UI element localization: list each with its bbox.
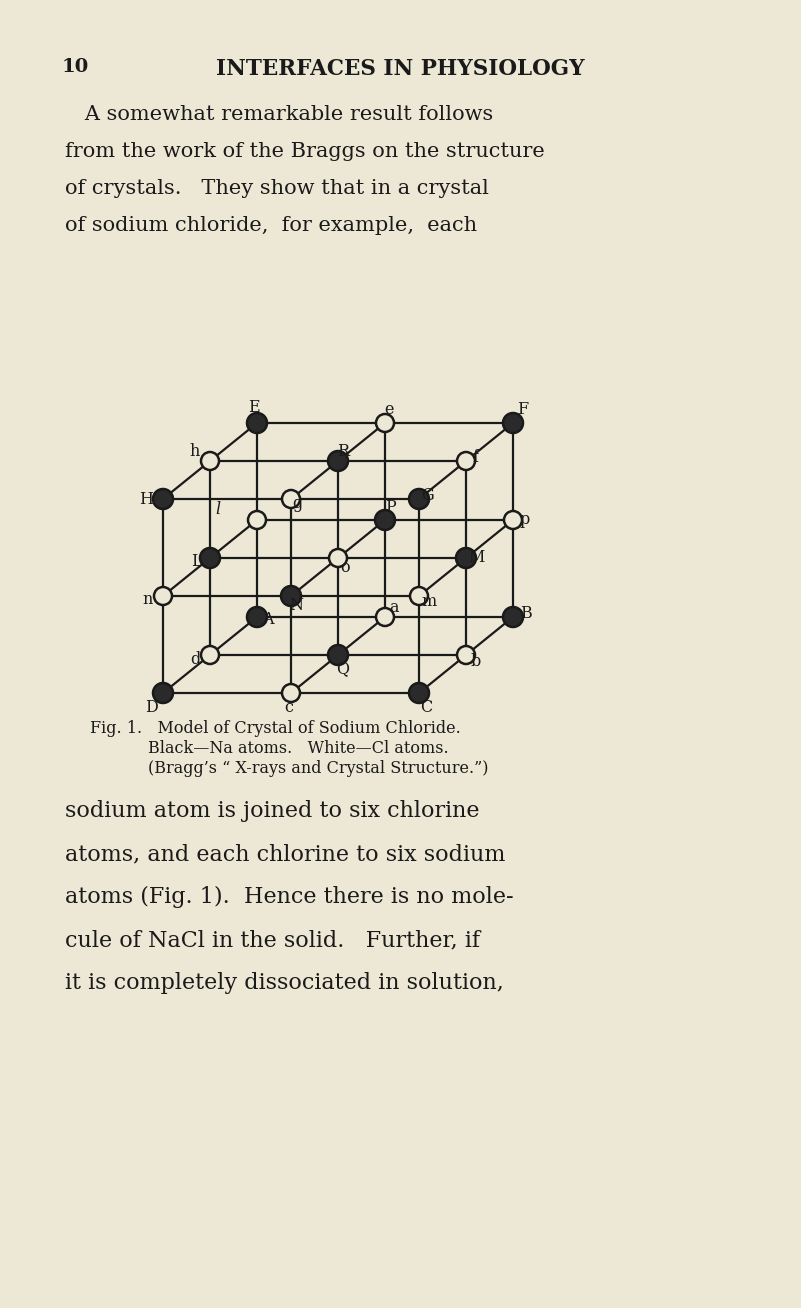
Circle shape: [328, 451, 348, 471]
Circle shape: [201, 453, 219, 470]
Text: B: B: [520, 606, 532, 623]
Text: l: l: [215, 501, 220, 518]
Circle shape: [201, 646, 219, 664]
Text: H: H: [139, 490, 153, 508]
Circle shape: [153, 489, 173, 509]
Circle shape: [200, 548, 220, 568]
Text: Q: Q: [336, 661, 349, 678]
Text: G: G: [421, 487, 434, 504]
Text: R: R: [337, 443, 349, 460]
Text: (Bragg’s “ X-rays and Crystal Structure.”): (Bragg’s “ X-rays and Crystal Structure.…: [148, 760, 489, 777]
Circle shape: [376, 608, 394, 627]
Circle shape: [328, 645, 348, 664]
Text: of sodium chloride,  for example,  each: of sodium chloride, for example, each: [65, 216, 477, 235]
Text: from the work of the Braggs on the structure: from the work of the Braggs on the struc…: [65, 143, 545, 161]
Text: o: o: [340, 560, 350, 577]
Circle shape: [329, 549, 347, 566]
Text: Black—Na atoms.   White—Cl atoms.: Black—Na atoms. White—Cl atoms.: [148, 740, 449, 757]
Circle shape: [504, 511, 522, 528]
Text: it is completely dissociated in solution,: it is completely dissociated in solution…: [65, 972, 504, 994]
Text: m: m: [421, 593, 437, 610]
Text: sodium atom is joined to six chlorine: sodium atom is joined to six chlorine: [65, 800, 480, 821]
Circle shape: [457, 646, 475, 664]
Text: d: d: [190, 651, 200, 668]
Text: p: p: [520, 511, 530, 528]
Circle shape: [456, 548, 476, 568]
Circle shape: [247, 607, 267, 627]
Circle shape: [375, 510, 395, 530]
Text: M: M: [468, 549, 484, 566]
Text: F: F: [517, 402, 529, 419]
Circle shape: [247, 413, 267, 433]
Text: atoms, and each chlorine to six sodium: atoms, and each chlorine to six sodium: [65, 842, 505, 865]
Circle shape: [282, 684, 300, 702]
Text: n: n: [143, 591, 153, 608]
Text: L: L: [191, 552, 201, 569]
Text: C: C: [420, 698, 432, 715]
Circle shape: [410, 587, 428, 606]
Text: 10: 10: [62, 58, 89, 76]
Circle shape: [154, 587, 172, 606]
Text: a: a: [389, 599, 399, 616]
Circle shape: [503, 607, 523, 627]
Circle shape: [153, 683, 173, 702]
Text: h: h: [190, 442, 200, 459]
Circle shape: [281, 586, 301, 606]
Text: E: E: [248, 399, 260, 416]
Text: f: f: [472, 449, 478, 466]
Text: e: e: [384, 402, 394, 419]
Text: b: b: [471, 654, 481, 671]
Circle shape: [409, 683, 429, 702]
Circle shape: [248, 511, 266, 528]
Circle shape: [409, 489, 429, 509]
Text: g: g: [292, 494, 302, 511]
Text: c: c: [284, 700, 293, 717]
Text: A somewhat remarkable result follows: A somewhat remarkable result follows: [65, 105, 493, 124]
Text: D: D: [145, 698, 157, 715]
Circle shape: [457, 453, 475, 470]
Text: atoms (Fig. 1).  Hence there is no mole-: atoms (Fig. 1). Hence there is no mole-: [65, 886, 513, 908]
Text: cule of NaCl in the solid.   Further, if: cule of NaCl in the solid. Further, if: [65, 929, 480, 951]
Text: A: A: [262, 611, 274, 628]
Circle shape: [282, 490, 300, 508]
Circle shape: [376, 415, 394, 432]
Text: N: N: [289, 596, 303, 613]
Text: P: P: [384, 500, 396, 517]
Text: INTERFACES IN PHYSIOLOGY: INTERFACES IN PHYSIOLOGY: [215, 58, 584, 80]
Text: of crystals.   They show that in a crystal: of crystals. They show that in a crystal: [65, 179, 489, 198]
Text: Fig. 1.   Model of Crystal of Sodium Chloride.: Fig. 1. Model of Crystal of Sodium Chlor…: [90, 719, 461, 736]
Circle shape: [503, 413, 523, 433]
